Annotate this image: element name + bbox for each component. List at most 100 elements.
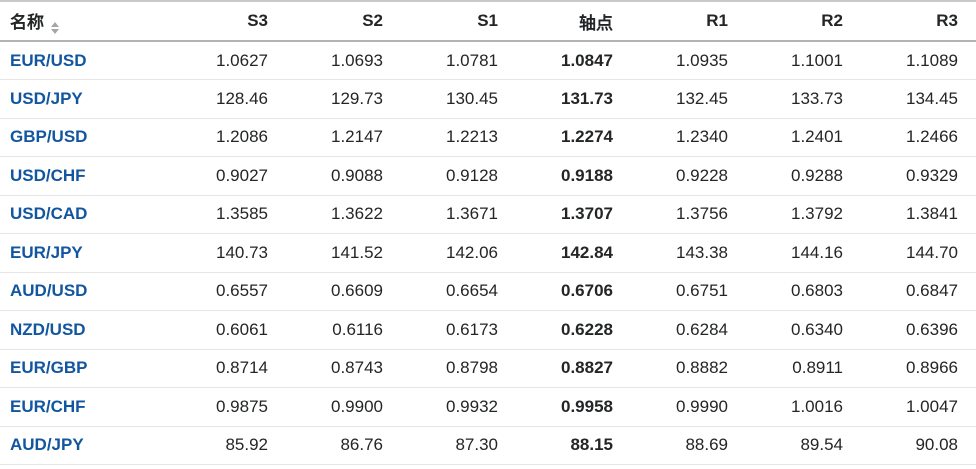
column-header-label: R2 [821, 11, 843, 30]
pair-link[interactable]: EUR/CHF [10, 396, 86, 416]
column-header-name[interactable]: 名称 [0, 2, 171, 42]
column-header-r2[interactable]: R2 [746, 2, 861, 42]
cell-r3: 0.6396 [861, 310, 976, 350]
cell-pivot: 161.74 [516, 464, 631, 469]
cell-s2: 129.73 [286, 79, 401, 119]
cell-r1: 1.0935 [631, 41, 746, 80]
column-header-s3[interactable]: S3 [171, 2, 286, 42]
cell-s2: 0.9900 [286, 387, 401, 427]
pair-name-cell: EUR/CHF [0, 387, 171, 427]
pair-name-cell: USD/JPY [0, 79, 171, 119]
cell-s3: 1.0627 [171, 41, 286, 80]
pair-name-cell: USD/CHF [0, 156, 171, 196]
pair-name-cell: EUR/USD [0, 41, 171, 80]
cell-s1: 1.0781 [401, 41, 516, 80]
column-header-label: R1 [706, 11, 728, 30]
cell-r3: 90.08 [861, 426, 976, 465]
table-row: EUR/GBP 0.8714 0.8743 0.8798 0.8827 0.8882 0.8… [0, 349, 976, 388]
column-header-s2[interactable]: S2 [286, 2, 401, 42]
cell-pivot: 0.9188 [516, 156, 631, 196]
cell-r1: 88.69 [631, 426, 746, 465]
column-header-label: S1 [477, 11, 498, 30]
cell-s1: 0.8798 [401, 349, 516, 388]
table-row: EUR/USD 1.0627 1.0693 1.0781 1.0847 1.0935 1.1… [0, 41, 976, 80]
pair-link[interactable]: GBP/USD [10, 127, 88, 147]
cell-s3: 0.9027 [171, 156, 286, 196]
pair-name-cell: GBP/USD [0, 118, 171, 157]
cell-s1: 1.3671 [401, 195, 516, 234]
cell-s3: 85.92 [171, 426, 286, 465]
cell-s3: 0.8714 [171, 349, 286, 388]
cell-s3: 1.2086 [171, 118, 286, 157]
cell-pivot: 88.15 [516, 426, 631, 465]
pair-name-cell: EUR/JPY [0, 233, 171, 273]
cell-r2: 0.8911 [746, 349, 861, 388]
cell-pivot: 142.84 [516, 233, 631, 273]
cell-r2: 89.54 [746, 426, 861, 465]
cell-r3: 1.0047 [861, 387, 976, 427]
table-row: AUD/JPY 85.92 86.76 87.30 88.15 88.69 89.54 90.… [0, 426, 976, 465]
column-header-label: 名称 [10, 13, 44, 32]
cell-s2: 141.52 [286, 233, 401, 273]
cell-s1: 0.9932 [401, 387, 516, 427]
cell-r2: 1.0016 [746, 387, 861, 427]
cell-r3: 1.1089 [861, 41, 976, 80]
pair-name-cell: NZD/USD [0, 310, 171, 350]
cell-s1: 160.13 [401, 464, 516, 469]
cell-pivot: 1.2274 [516, 118, 631, 157]
cell-s2: 1.3622 [286, 195, 401, 234]
pair-link[interactable]: EUR/GBP [10, 358, 88, 378]
cell-pivot: 1.0847 [516, 41, 631, 80]
table-row: USD/CHF 0.9027 0.9088 0.9128 0.9188 0.9228 0.9… [0, 156, 976, 196]
table-body: EUR/USD 1.0627 1.0693 1.0781 1.0847 1.0935 1.1… [0, 41, 976, 469]
cell-s3: 0.6557 [171, 272, 286, 311]
cell-pivot: 1.3707 [516, 195, 631, 234]
cell-r2: 0.6340 [746, 310, 861, 350]
cell-s1: 0.6173 [401, 310, 516, 350]
column-header-s1[interactable]: S1 [401, 2, 516, 42]
pair-link[interactable]: USD/CHF [10, 165, 86, 185]
cell-s2: 0.6116 [286, 310, 401, 350]
cell-s1: 0.6654 [401, 272, 516, 311]
cell-pivot: 0.6228 [516, 310, 631, 350]
cell-s2: 0.6609 [286, 272, 401, 311]
cell-r1: 143.38 [631, 233, 746, 273]
cell-r1: 1.3756 [631, 195, 746, 234]
cell-s1: 0.9128 [401, 156, 516, 196]
column-header-r3[interactable]: R3 [861, 2, 976, 42]
pair-link[interactable]: AUD/JPY [10, 435, 84, 455]
column-header-r1[interactable]: R1 [631, 2, 746, 42]
cell-s1: 1.2213 [401, 118, 516, 157]
cell-r3: 134.45 [861, 79, 976, 119]
cell-r3: 165.23 [861, 464, 976, 469]
cell-s3: 0.6061 [171, 310, 286, 350]
cell-r2: 164.29 [746, 464, 861, 469]
cell-pivot: 131.73 [516, 79, 631, 119]
pair-link[interactable]: USD/CAD [10, 204, 88, 224]
cell-r3: 0.8966 [861, 349, 976, 388]
cell-s2: 86.76 [286, 426, 401, 465]
pair-link[interactable]: AUD/USD [10, 281, 88, 301]
cell-r2: 1.2401 [746, 118, 861, 157]
table-row: GBP/USD 1.2086 1.2147 1.2213 1.2274 1.2340 1.2… [0, 118, 976, 157]
table-row: NZD/USD 0.6061 0.6116 0.6173 0.6228 0.6284 0.6… [0, 310, 976, 350]
pair-name-cell: EUR/GBP [0, 349, 171, 388]
pair-link[interactable]: USD/JPY [10, 88, 83, 108]
pair-link[interactable]: EUR/JPY [10, 242, 83, 262]
column-header-pivot[interactable]: 轴点 [516, 2, 631, 42]
table-row: AUD/USD 0.6557 0.6609 0.6654 0.6706 0.6751 0.6… [0, 272, 976, 311]
pair-link[interactable]: NZD/USD [10, 319, 86, 339]
cell-s3: 140.73 [171, 233, 286, 273]
column-header-label: S2 [362, 11, 383, 30]
cell-r1: 0.9228 [631, 156, 746, 196]
cell-s1: 142.06 [401, 233, 516, 273]
cell-s3: 1.3585 [171, 195, 286, 234]
cell-s3: 128.46 [171, 79, 286, 119]
table-row: EUR/CHF 0.9875 0.9900 0.9932 0.9958 0.9990 1.0… [0, 387, 976, 427]
column-header-label: 轴点 [579, 13, 613, 33]
pair-link[interactable]: EUR/USD [10, 50, 87, 70]
cell-pivot: 0.6706 [516, 272, 631, 311]
cell-r1: 132.45 [631, 79, 746, 119]
cell-s2: 1.2147 [286, 118, 401, 157]
